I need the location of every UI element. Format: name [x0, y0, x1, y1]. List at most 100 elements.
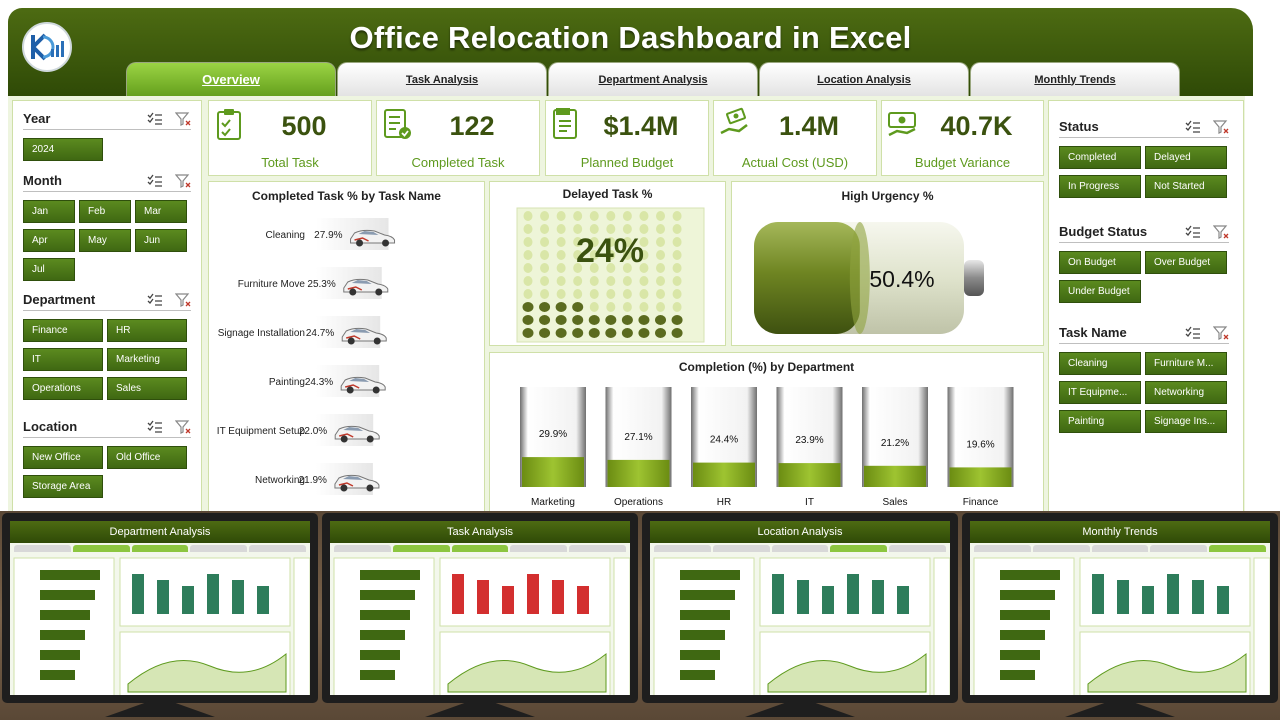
slicer-item-may[interactable]: May	[79, 229, 131, 252]
slicer-item-under-budget[interactable]: Under Budget	[1059, 280, 1141, 303]
slicer-item-signage-ins[interactable]: Signage Ins...	[1145, 410, 1227, 433]
slicer-actions	[1185, 224, 1229, 239]
department-bar: 29.9% Marketing	[520, 387, 586, 508]
data-label: 21.9%	[299, 475, 327, 486]
slicer-item-cleaning[interactable]: Cleaning	[1059, 352, 1141, 375]
slicer-item-over-budget[interactable]: Over Budget	[1145, 251, 1227, 274]
slicer-item-jun[interactable]: Jun	[135, 229, 187, 252]
department-completion-svg: 29.9% Marketing 27.1% Operations 24.4% HR 23.9…	[520, 387, 1014, 508]
tab-task-analysis[interactable]: Task Analysis	[337, 62, 547, 96]
slicer-item-sales[interactable]: Sales	[107, 377, 187, 400]
tab-overview[interactable]: Overview	[126, 62, 336, 96]
multi-select-icon[interactable]	[1185, 326, 1201, 340]
waffle-cell-empty	[672, 263, 682, 273]
multi-select-icon[interactable]	[147, 174, 163, 188]
slicer-item-finance[interactable]: Finance	[23, 319, 103, 342]
preview-task-analysis[interactable]: Task Analysis	[322, 513, 638, 703]
clear-filter-icon[interactable]	[175, 173, 191, 188]
waffle-cell-filled	[555, 315, 567, 325]
slicer-item-it-equipme[interactable]: IT Equipme...	[1059, 381, 1141, 404]
preview-screen: Department Analysis	[10, 521, 310, 695]
bar	[607, 459, 670, 487]
tab-location-analysis[interactable]: Location Analysis	[759, 62, 969, 96]
category-label: Networking	[255, 475, 305, 486]
slicer-item-2024[interactable]: 2024	[23, 138, 103, 161]
preview-mock-chart	[333, 557, 630, 695]
slicer-item-hr[interactable]: HR	[107, 319, 187, 342]
preview-location-analysis[interactable]: Location Analysis	[642, 513, 958, 703]
slicer-item-painting[interactable]: Painting	[1059, 410, 1141, 433]
multi-select-icon[interactable]	[1185, 120, 1201, 134]
chart-title: Completed Task % by Task Name	[252, 189, 441, 203]
tab-department-analysis[interactable]: Department Analysis	[548, 62, 758, 96]
multi-select-icon[interactable]	[147, 112, 163, 126]
car-icon	[340, 376, 386, 394]
slicer-item-on-budget[interactable]: On Budget	[1059, 251, 1141, 274]
multi-select-icon[interactable]	[147, 293, 163, 307]
multi-select-icon[interactable]	[1185, 225, 1201, 239]
preview-tabs	[330, 543, 630, 554]
preview-tab	[249, 545, 306, 552]
clear-filter-icon[interactable]	[175, 111, 191, 126]
waffle-cell-empty	[573, 276, 583, 286]
slicer-item-not-started[interactable]: Not Started	[1145, 175, 1227, 198]
slicer-item-feb[interactable]: Feb	[79, 200, 131, 223]
slicer-item-storage-area[interactable]: Storage Area	[23, 475, 103, 498]
clear-filter-icon[interactable]	[1213, 119, 1229, 134]
slicer-item-networking[interactable]: Networking	[1145, 381, 1227, 404]
department-bar: 27.1% Operations	[605, 387, 672, 508]
bar	[522, 457, 584, 487]
bar	[778, 463, 841, 487]
slicer-item-jan[interactable]: Jan	[23, 200, 75, 223]
battery-fill-edge	[849, 222, 870, 334]
slicer-item-jul[interactable]: Jul	[23, 258, 75, 281]
slicer-item-delayed[interactable]: Delayed	[1145, 146, 1227, 169]
waffle-cell-filled	[572, 328, 584, 338]
checklist-icon	[384, 109, 411, 139]
slicer-item-completed[interactable]: Completed	[1059, 146, 1141, 169]
clear-filter-icon[interactable]	[1213, 224, 1229, 239]
slicer-item-operations[interactable]: Operations	[23, 377, 103, 400]
slicer-item-furniture-m[interactable]: Furniture M...	[1145, 352, 1227, 375]
slicer-item-in-progress[interactable]: In Progress	[1059, 175, 1141, 198]
clear-filter-icon[interactable]	[175, 419, 191, 434]
slicer-title: Department	[23, 292, 96, 307]
slicer-item-new-office[interactable]: New Office	[23, 446, 103, 469]
waffle-cell-empty	[589, 263, 599, 273]
waffle-cell-empty	[556, 289, 566, 299]
dashboard-header: Office Relocation Dashboard in Excel Ove…	[8, 8, 1253, 96]
preview-department-analysis[interactable]: Department Analysis	[2, 513, 318, 703]
monitor-stand	[745, 701, 855, 717]
slicer-item-marketing[interactable]: Marketing	[107, 348, 187, 371]
waffle-cell-empty	[540, 289, 550, 299]
preview-mock-chart	[13, 557, 310, 695]
waffle-cell-filled	[605, 328, 617, 338]
clear-filter-icon[interactable]	[175, 292, 191, 307]
category-label: Painting	[269, 377, 305, 388]
slicer-header: Year	[23, 111, 191, 130]
multi-select-icon[interactable]	[147, 420, 163, 434]
kpi-value: 500	[281, 111, 327, 141]
slicer-actions	[147, 111, 191, 126]
slicer-header: Task Name	[1059, 325, 1229, 344]
slicer-item-mar[interactable]: Mar	[135, 200, 187, 223]
slicer-title: Task Name	[1059, 325, 1127, 340]
slicer-item-apr[interactable]: Apr	[23, 229, 75, 252]
left-slicer-panel: Year 2024 Month Jan Feb Mar Apr May Jun Jul Depart…	[12, 100, 202, 512]
clear-filter-icon[interactable]	[1213, 325, 1229, 340]
waffle-cell-empty	[589, 237, 599, 247]
preview-monthly-trends[interactable]: Monthly Trends	[962, 513, 1278, 703]
tab-monthly-trends[interactable]: Monthly Trends	[970, 62, 1180, 96]
slicer-item-it[interactable]: IT	[23, 348, 103, 371]
waffle-cell-empty	[589, 224, 599, 234]
preview-tab	[889, 545, 946, 552]
slicer-actions	[147, 292, 191, 307]
waffle-cell-filled	[539, 328, 551, 338]
department-bar: 21.2% Sales	[862, 387, 928, 508]
slicer-item-old-office[interactable]: Old Office	[107, 446, 187, 469]
waffle-cell-empty	[639, 224, 649, 234]
preview-tab	[712, 545, 770, 552]
category-label: Operations	[614, 497, 663, 508]
bar-row: Furniture Move 25.3%	[238, 267, 389, 299]
